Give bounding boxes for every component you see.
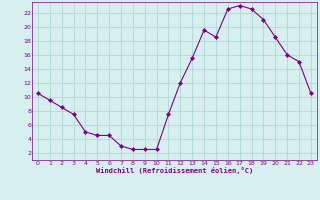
X-axis label: Windchill (Refroidissement éolien,°C): Windchill (Refroidissement éolien,°C): [96, 167, 253, 174]
